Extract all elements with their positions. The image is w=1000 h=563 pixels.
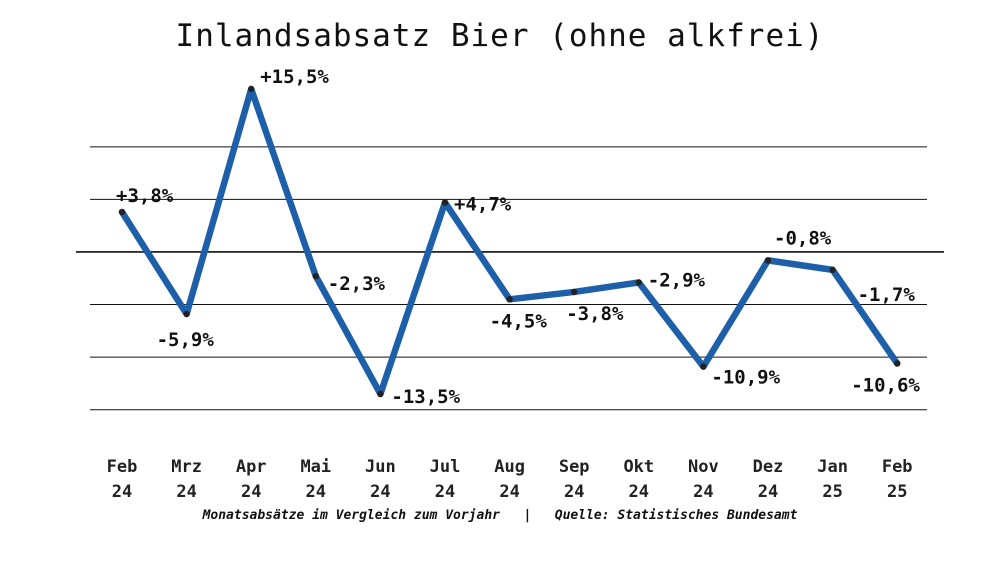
data-point (764, 257, 772, 264)
data-label: -3,8% (566, 303, 624, 325)
x-tick-year: 25 (887, 482, 907, 502)
data-point (571, 288, 578, 296)
data-point (506, 296, 513, 303)
x-tick-month: Nov (688, 457, 719, 477)
x-tick-year: 24 (629, 482, 649, 502)
x-tick-month: Apr (236, 457, 267, 477)
data-label: -2,9% (648, 269, 706, 291)
data-point (829, 266, 836, 274)
x-tick-year: 24 (306, 482, 326, 502)
data-labels: +3,8% -5,9% +15,5% -2,3% -13,5% +4,7% -4,5% -3,… (116, 66, 920, 408)
x-tick-year: 24 (370, 482, 390, 502)
data-point (635, 279, 642, 286)
chart-title: Inlandsabsatz Bier (ohne alkfrei) (175, 18, 825, 54)
data-label: -0,8% (774, 227, 832, 249)
x-tick-month: Feb (107, 457, 138, 477)
gridlines (76, 146, 944, 411)
x-tick-year: 24 (499, 482, 519, 502)
data-point (248, 85, 255, 93)
data-point (700, 363, 707, 370)
data-label: +15,5% (260, 66, 329, 88)
chart-footer: Monatsabsätze im Vergleich zum Vorjahr |… (0, 508, 1000, 523)
data-point (894, 360, 901, 367)
x-tick-year: 25 (822, 482, 842, 502)
data-markers (118, 85, 901, 398)
data-point (312, 272, 319, 280)
data-label: +4,7% (454, 194, 512, 216)
x-tick-month: Jun (365, 457, 396, 477)
x-tick-month: Sep (559, 457, 590, 477)
x-tick-month: Jan (817, 457, 848, 477)
x-tick-month: Mai (300, 457, 331, 477)
data-label: -13,5% (391, 386, 460, 408)
x-tick-year: 24 (564, 482, 584, 502)
footer-separator: | (523, 508, 532, 523)
data-point (441, 199, 449, 206)
footer-source: Quelle: Statistisches Bundesamt (554, 508, 798, 523)
data-point (377, 390, 384, 398)
data-label: -2,3% (328, 273, 386, 295)
x-tick-year: 24 (758, 482, 778, 502)
x-tick-year: 24 (112, 482, 132, 502)
data-label: -1,7% (858, 284, 916, 306)
x-tick-month: Jul (430, 457, 461, 477)
data-point (183, 310, 190, 318)
x-tick-month: Dez (753, 457, 784, 477)
x-tick-month: Aug (494, 457, 525, 477)
x-tick-year: 24 (435, 482, 455, 502)
data-point (118, 208, 126, 216)
x-tick-year: 24 (176, 482, 196, 502)
data-label: -10,9% (711, 367, 780, 389)
x-tick-year: 24 (693, 482, 713, 502)
x-tick-month: Okt (623, 457, 654, 477)
x-axis-labels: Feb 24 Mrz 24 Apr 24 Mai 24 Jun 24 Jul 24 Aug 24 Sep 24… (107, 457, 913, 502)
data-label: -10,6% (851, 374, 920, 396)
data-label: -4,5% (490, 310, 548, 332)
data-label: -5,9% (157, 329, 215, 351)
x-tick-month: Mrz (171, 457, 202, 477)
data-label: +3,8% (116, 185, 174, 207)
x-tick-year: 24 (241, 482, 261, 502)
footer-note: Monatsabsätze im Vergleich zum Vorjahr (202, 508, 500, 523)
x-tick-month: Feb (882, 457, 913, 477)
